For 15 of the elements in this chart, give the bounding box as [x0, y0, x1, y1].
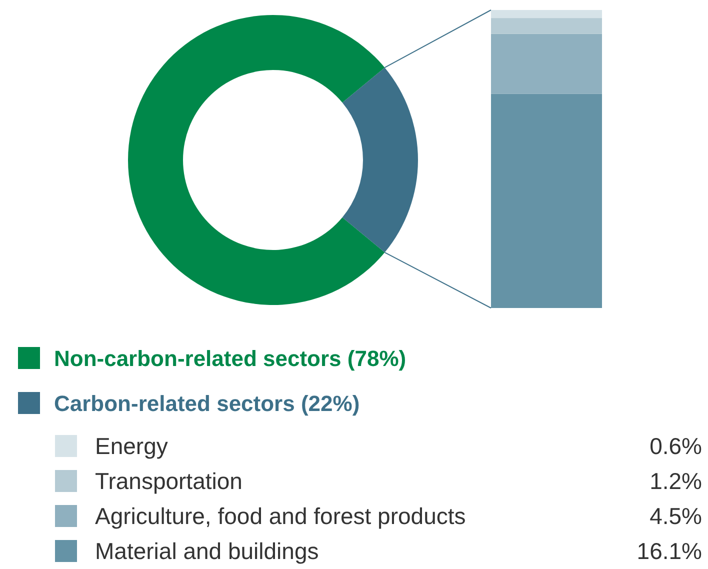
bar	[491, 18, 602, 34]
text: 1.2%	[650, 468, 702, 494]
text: 16.1%	[636, 538, 702, 564]
text: 0.6%	[650, 433, 702, 459]
legend-label: Material and buildings	[95, 538, 319, 564]
bar	[491, 10, 602, 18]
legend-label: Agriculture, food and forest products	[95, 503, 466, 529]
legend-label: Non-carbon-related sectors (78%)	[54, 346, 406, 371]
bar	[491, 94, 602, 308]
legend-label: Transportation	[95, 468, 242, 494]
legend-label: Carbon-related sectors (22%)	[54, 391, 360, 416]
legend-label: Energy	[95, 433, 168, 459]
donut-slice	[128, 15, 385, 305]
text: 4.5%	[650, 503, 702, 529]
bar	[491, 34, 602, 94]
